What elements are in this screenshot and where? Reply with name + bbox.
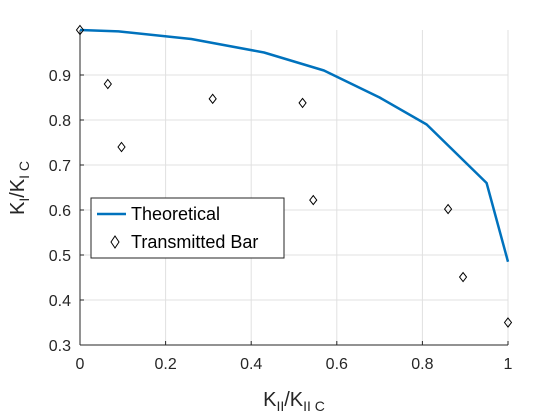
data-point-transmitted-bar bbox=[458, 271, 468, 283]
data-point-transmitted-bar bbox=[298, 97, 307, 109]
x-tick-label: 0.8 bbox=[411, 356, 433, 373]
data-point-transmitted-bar bbox=[443, 203, 453, 215]
legend-label-transmitted-bar: Transmitted Bar bbox=[131, 232, 258, 252]
x-axis-label: KII/KII C bbox=[263, 389, 325, 414]
legend-label-theoretical: Theoretical bbox=[131, 204, 220, 224]
y-axis-ticks: 0.3 0.4 0.5 0.6 0.7 0.8 0.9 bbox=[49, 68, 84, 355]
plot-area bbox=[80, 30, 508, 345]
x-tick-label: 0 bbox=[76, 356, 85, 373]
axes bbox=[79, 30, 508, 346]
y-axis-label: KI/KI C bbox=[7, 161, 32, 215]
legend: Theoretical Transmitted Bar bbox=[90, 197, 285, 259]
data-point-transmitted-bar bbox=[75, 24, 85, 36]
grid bbox=[79, 30, 509, 346]
data-point-transmitted-bar bbox=[309, 194, 318, 206]
y-tick-label: 0.7 bbox=[49, 158, 71, 175]
x-tick-label: 0.4 bbox=[240, 356, 262, 373]
y-tick-label: 0.4 bbox=[49, 293, 71, 310]
series-line-theoretical bbox=[79, 28, 510, 263]
y-tick-label: 0.9 bbox=[49, 68, 71, 85]
data-point-transmitted-bar bbox=[208, 93, 217, 105]
data-point-transmitted-bar bbox=[103, 78, 112, 90]
x-tick-label: 1 bbox=[504, 356, 513, 373]
x-tick-label: 0.2 bbox=[154, 356, 176, 373]
legend-box bbox=[90, 197, 285, 259]
y-tick-label: 0.8 bbox=[49, 113, 71, 130]
y-tick-label: 0.6 bbox=[49, 203, 71, 220]
legend-swatch-transmitted-bar bbox=[110, 235, 120, 249]
x-tick-label: 0.6 bbox=[326, 356, 348, 373]
y-tick-label: 0.3 bbox=[49, 338, 71, 355]
x-axis-ticks: 0 0.2 0.4 0.6 0.8 1 bbox=[76, 341, 513, 373]
series-layer bbox=[75, 24, 513, 328]
y-tick-label: 0.5 bbox=[49, 248, 71, 265]
data-point-transmitted-bar bbox=[503, 317, 513, 328]
data-point-transmitted-bar bbox=[117, 141, 126, 153]
